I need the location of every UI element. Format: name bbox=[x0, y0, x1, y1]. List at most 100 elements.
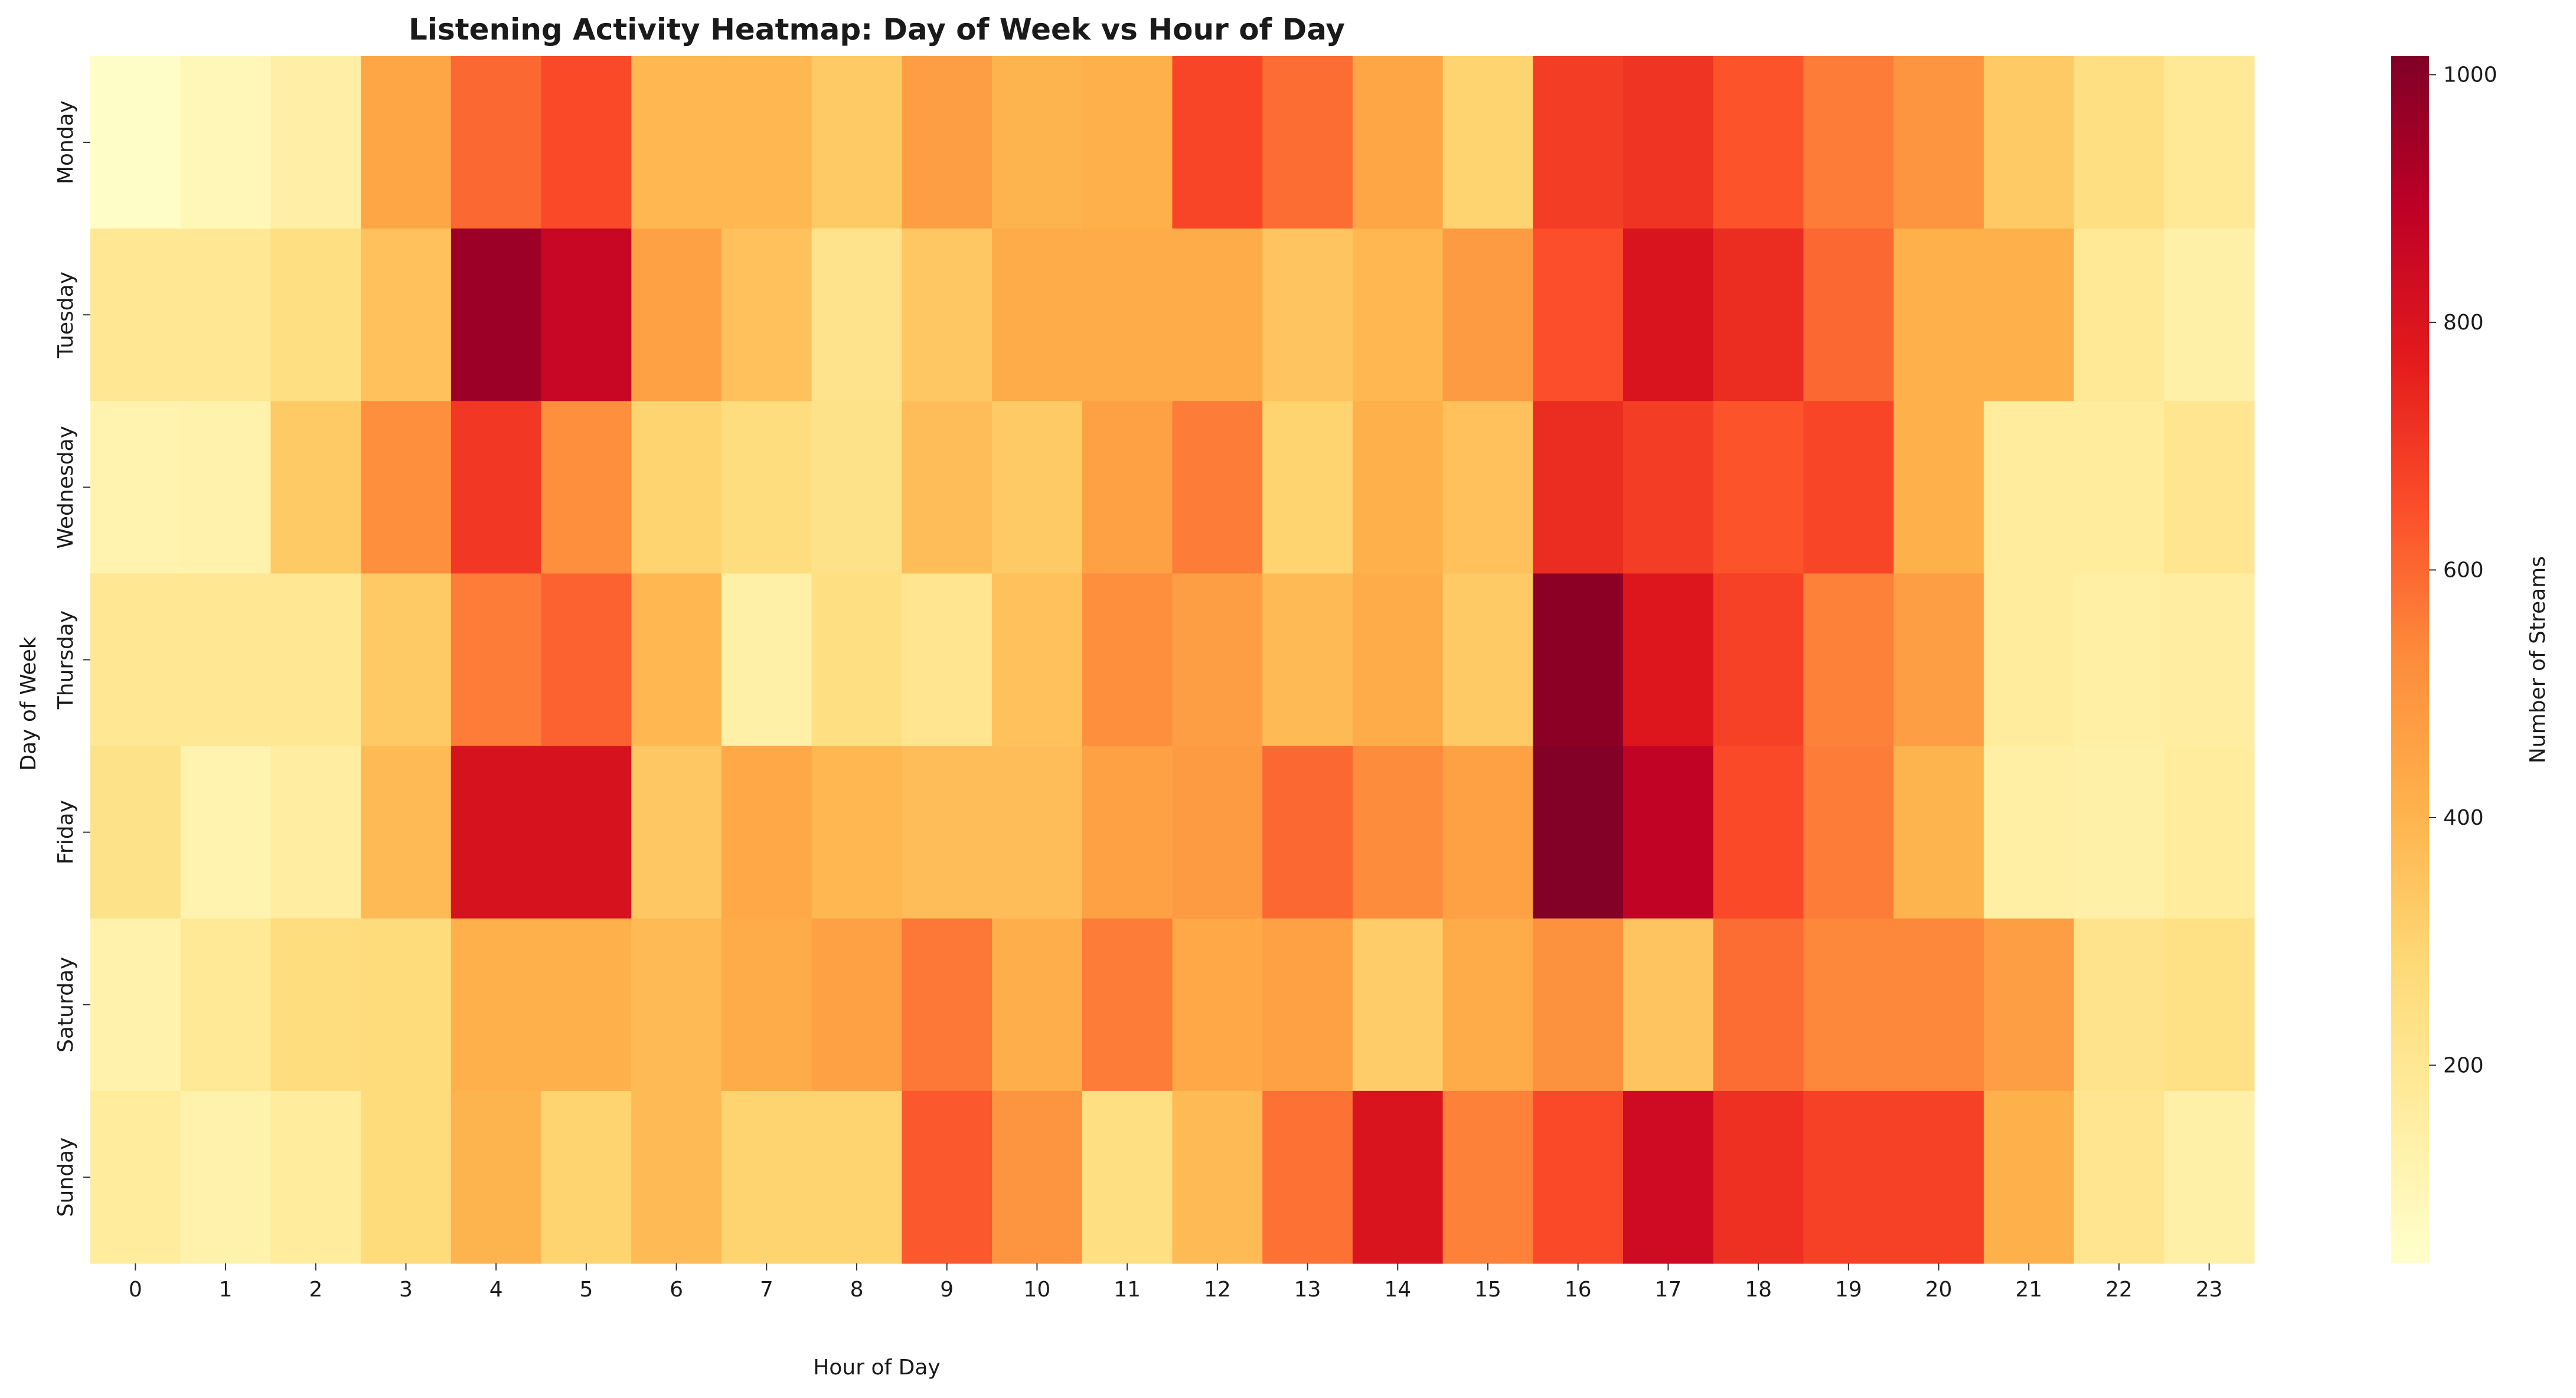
heatmap-cell bbox=[902, 573, 992, 747]
heatmap-cell bbox=[2164, 573, 2255, 747]
heatmap-cell bbox=[1442, 56, 1533, 229]
y-tick-label: Tuesday bbox=[54, 272, 78, 358]
heatmap-cell bbox=[541, 228, 632, 401]
x-tick-label: 7 bbox=[760, 1278, 773, 1302]
heatmap-cell bbox=[721, 746, 812, 919]
heatmap-cell bbox=[1172, 918, 1263, 1092]
heatmap-cell bbox=[180, 401, 272, 574]
heatmap-cell bbox=[1623, 746, 1714, 919]
heatmap-cell bbox=[1533, 56, 1624, 229]
heatmap-cell bbox=[361, 573, 452, 747]
heatmap-cell bbox=[1713, 1090, 1804, 1264]
heatmap-cell bbox=[1803, 228, 1894, 401]
heatmap-cell bbox=[270, 746, 361, 919]
colorbar-tick-label: 600 bbox=[2443, 558, 2484, 582]
heatmap-cell bbox=[1623, 1090, 1714, 1264]
heatmap-cell bbox=[992, 401, 1083, 574]
y-tick-label: Sunday bbox=[54, 1138, 78, 1217]
x-tick-label: 22 bbox=[2105, 1278, 2133, 1302]
heatmap-cell bbox=[1172, 56, 1263, 229]
heatmap-cell bbox=[1262, 573, 1353, 747]
heatmap-cell bbox=[811, 573, 902, 747]
heatmap-cell bbox=[1352, 918, 1444, 1092]
heatmap-cell bbox=[721, 401, 812, 574]
y-axis-ticks: Monday Tuesday Wednesday Thursday Friday Satu… bbox=[54, 100, 90, 1217]
heatmap-cell bbox=[450, 228, 542, 401]
heatmap-cell bbox=[992, 573, 1083, 747]
heatmap-cell bbox=[2164, 228, 2255, 401]
heatmap-cell bbox=[1262, 918, 1353, 1092]
heatmap-cell bbox=[1172, 746, 1263, 919]
colorbar-ticks: 200 400 600 800 1000 bbox=[2429, 63, 2497, 1077]
heatmap-cell bbox=[1262, 401, 1353, 574]
x-tick-label: 0 bbox=[129, 1278, 142, 1302]
heatmap-cell bbox=[1893, 1090, 1984, 1264]
heatmap-cell bbox=[811, 918, 902, 1092]
heatmap-cell bbox=[270, 573, 361, 747]
heatmap-cell bbox=[902, 746, 992, 919]
heatmap-cell bbox=[2074, 401, 2164, 574]
heatmap-cell bbox=[1983, 746, 2075, 919]
heatmap-cell bbox=[361, 228, 452, 401]
heatmap-cell bbox=[1983, 401, 2075, 574]
heatmap-cell bbox=[721, 918, 812, 1092]
heatmap-cell bbox=[1082, 56, 1173, 229]
colorbar: 200 400 600 800 1000 Number of Streams bbox=[2391, 56, 2550, 1263]
heatmap-cell bbox=[1983, 56, 2075, 229]
heatmap-cell bbox=[1172, 1090, 1263, 1264]
x-tick-label: 20 bbox=[1925, 1278, 1953, 1302]
heatmap-cell bbox=[2164, 918, 2255, 1092]
heatmap-cell bbox=[992, 746, 1083, 919]
heatmap-cell bbox=[361, 746, 452, 919]
heatmap-cell bbox=[631, 573, 722, 747]
x-tick-label: 14 bbox=[1384, 1278, 1411, 1302]
heatmap-cell bbox=[1262, 1090, 1353, 1264]
heatmap-cell bbox=[270, 228, 361, 401]
heatmap-cell bbox=[2164, 1090, 2255, 1264]
y-axis-label: Day of Week bbox=[17, 636, 41, 770]
colorbar-tick-label: 1000 bbox=[2443, 63, 2497, 87]
heatmap-cell bbox=[1893, 56, 1984, 229]
heatmap-cell bbox=[1442, 1090, 1533, 1264]
colorbar-gradient bbox=[2391, 56, 2429, 1263]
x-tick-label: 3 bbox=[399, 1278, 413, 1302]
heatmap-cell bbox=[1082, 573, 1173, 747]
y-tick-label: Wednesday bbox=[54, 426, 78, 548]
heatmap-cell bbox=[811, 56, 902, 229]
heatmap-cell bbox=[1352, 1090, 1444, 1264]
heatmap-cell bbox=[631, 746, 722, 919]
heatmap-cell bbox=[1803, 1090, 1894, 1264]
heatmap-cell bbox=[270, 918, 361, 1092]
heatmap-cell bbox=[1623, 918, 1714, 1092]
heatmap-cell bbox=[1623, 228, 1714, 401]
heatmap-cell bbox=[180, 918, 272, 1092]
heatmap-cell bbox=[631, 1090, 722, 1264]
heatmap-cell bbox=[90, 573, 181, 747]
heatmap-cell bbox=[1803, 746, 1894, 919]
heatmap-cell bbox=[1533, 746, 1624, 919]
heatmap-cell bbox=[1533, 918, 1624, 1092]
heatmap-cell bbox=[1533, 228, 1624, 401]
heatmap-cell bbox=[1983, 573, 2075, 747]
heatmap-cell bbox=[90, 918, 181, 1092]
heatmap-cell bbox=[361, 1090, 452, 1264]
heatmap-cell bbox=[1533, 401, 1624, 574]
heatmap-cell bbox=[361, 56, 452, 229]
heatmap-cell bbox=[1803, 573, 1894, 747]
x-tick-label: 13 bbox=[1294, 1278, 1321, 1302]
heatmap-cell bbox=[90, 1090, 181, 1264]
x-tick-label: 23 bbox=[2196, 1278, 2223, 1302]
heatmap-cell bbox=[721, 56, 812, 229]
heatmap-cell bbox=[2074, 1090, 2164, 1264]
heatmap-cell bbox=[450, 401, 542, 574]
heatmap-cell bbox=[992, 56, 1083, 229]
heatmap-cell bbox=[450, 1090, 542, 1264]
colorbar-tick-label: 400 bbox=[2443, 806, 2484, 830]
heatmap-cell bbox=[90, 401, 181, 574]
colorbar-tick-label: 800 bbox=[2443, 311, 2484, 335]
heatmap-cell bbox=[1983, 228, 2075, 401]
heatmap-cell bbox=[902, 56, 992, 229]
heatmap-cell bbox=[1082, 1090, 1173, 1264]
y-tick-label: Monday bbox=[54, 100, 78, 184]
heatmap-cell bbox=[1803, 918, 1894, 1092]
